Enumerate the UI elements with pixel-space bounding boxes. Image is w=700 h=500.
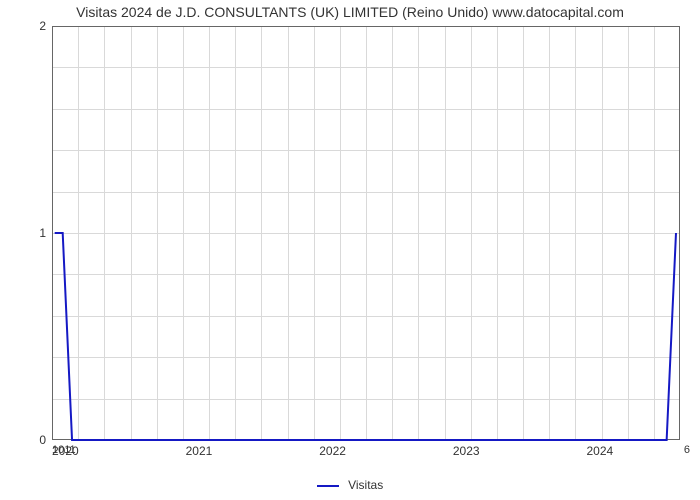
corner-label-bottom-right: 6 bbox=[684, 444, 690, 456]
legend-label: Visitas bbox=[348, 478, 383, 492]
y-tick-label: 2 bbox=[39, 19, 46, 33]
y-tick-label: 0 bbox=[39, 433, 46, 447]
x-tick-label: 2021 bbox=[186, 444, 213, 458]
legend-swatch bbox=[317, 485, 339, 487]
plot-area: 0122020202120222023202410116 bbox=[52, 26, 680, 440]
legend: Visitas bbox=[0, 478, 700, 492]
x-tick-label: 2024 bbox=[586, 444, 613, 458]
x-tick-label: 2022 bbox=[319, 444, 346, 458]
series-line bbox=[52, 26, 680, 440]
y-tick-label: 1 bbox=[39, 226, 46, 240]
chart-title: Visitas 2024 de J.D. CONSULTANTS (UK) LI… bbox=[0, 4, 700, 20]
corner-label-bottom-left: 1011 bbox=[52, 444, 76, 456]
chart-container: Visitas 2024 de J.D. CONSULTANTS (UK) LI… bbox=[0, 0, 700, 500]
x-tick-label: 2023 bbox=[453, 444, 480, 458]
